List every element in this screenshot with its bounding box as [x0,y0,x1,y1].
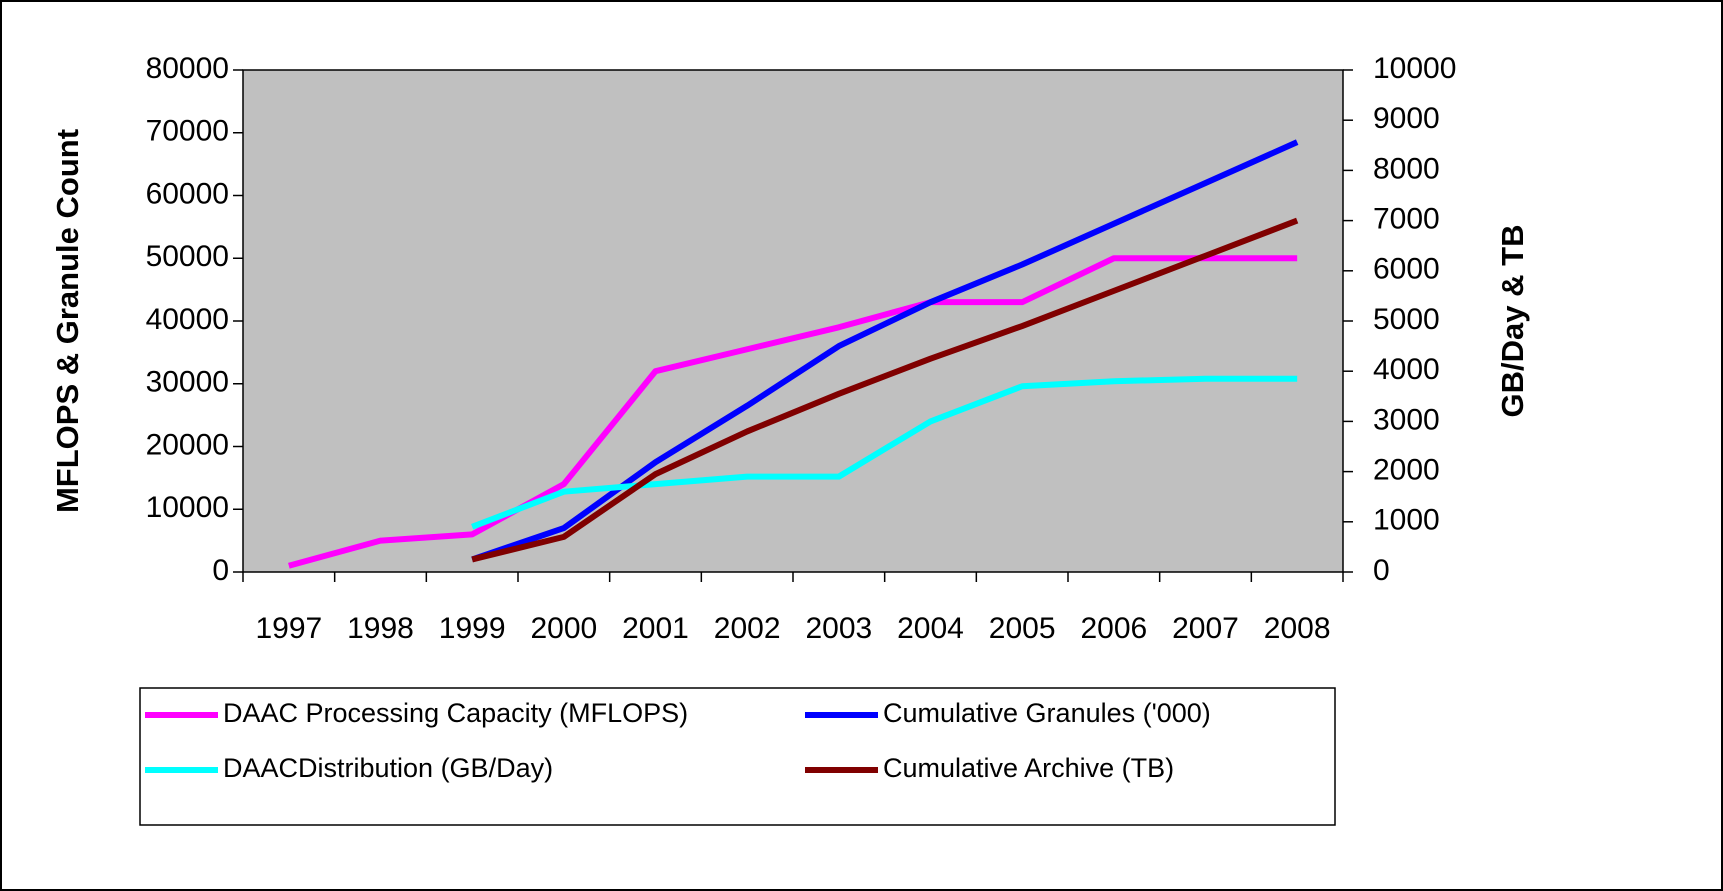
y2-tick-label: 1000 [1373,504,1440,537]
x-tick-label: 2003 [805,612,872,645]
x-tick-label: 1998 [347,612,414,645]
y-tick-label: 0 [212,554,229,587]
legend-label: Cumulative Archive (TB) [883,753,1174,783]
y2-tick-label: 5000 [1373,303,1440,336]
series-line [471,217,1299,563]
y-axis-title: MFLOPS & Granule Count [50,129,85,513]
y-tick-label: 80000 [146,52,229,85]
series-line [471,139,1299,563]
y-tick-label: 20000 [146,428,229,461]
legend-label: DAAC Processing Capacity (MFLOPS) [223,698,688,728]
y-tick-label: 40000 [146,303,229,336]
plot-area [242,69,1344,573]
y2-tick-label: 0 [1373,554,1390,587]
x-tick-label: 2006 [1080,612,1147,645]
y2-tick-label: 9000 [1373,102,1440,135]
x-tick-label: 2007 [1172,612,1239,645]
legend-box [139,687,1336,826]
y2-axis-title: GB/Day & TB [1495,225,1530,418]
x-tick-label: 2005 [989,612,1056,645]
y-tick-label: 70000 [146,115,229,148]
y2-tick-label: 8000 [1373,152,1440,185]
series-line [288,255,1298,569]
legend-label: DAACDistribution (GB/Day) [223,753,553,783]
x-tick-label: 1999 [439,612,506,645]
y-tick-label: 50000 [146,240,229,273]
y2-tick-label: 10000 [1373,52,1456,85]
x-tick-label: 2004 [897,612,964,645]
series-line [471,375,1298,530]
y2-tick-label: 4000 [1373,353,1440,386]
y2-tick-label: 3000 [1373,403,1440,436]
y2-tick-label: 2000 [1373,454,1440,487]
y2-tick-label: 7000 [1373,203,1440,236]
y-tick-label: 10000 [146,491,229,524]
x-tick-label: 2002 [714,612,781,645]
x-tick-label: 2000 [530,612,597,645]
y-tick-label: 60000 [146,177,229,210]
x-tick-label: 2001 [622,612,689,645]
x-tick-label: 2008 [1264,612,1331,645]
x-tick-label: 1997 [255,612,322,645]
y-tick-label: 30000 [146,366,229,399]
legend-label: Cumulative Granules ('000) [883,698,1211,728]
y2-tick-label: 6000 [1373,253,1440,286]
